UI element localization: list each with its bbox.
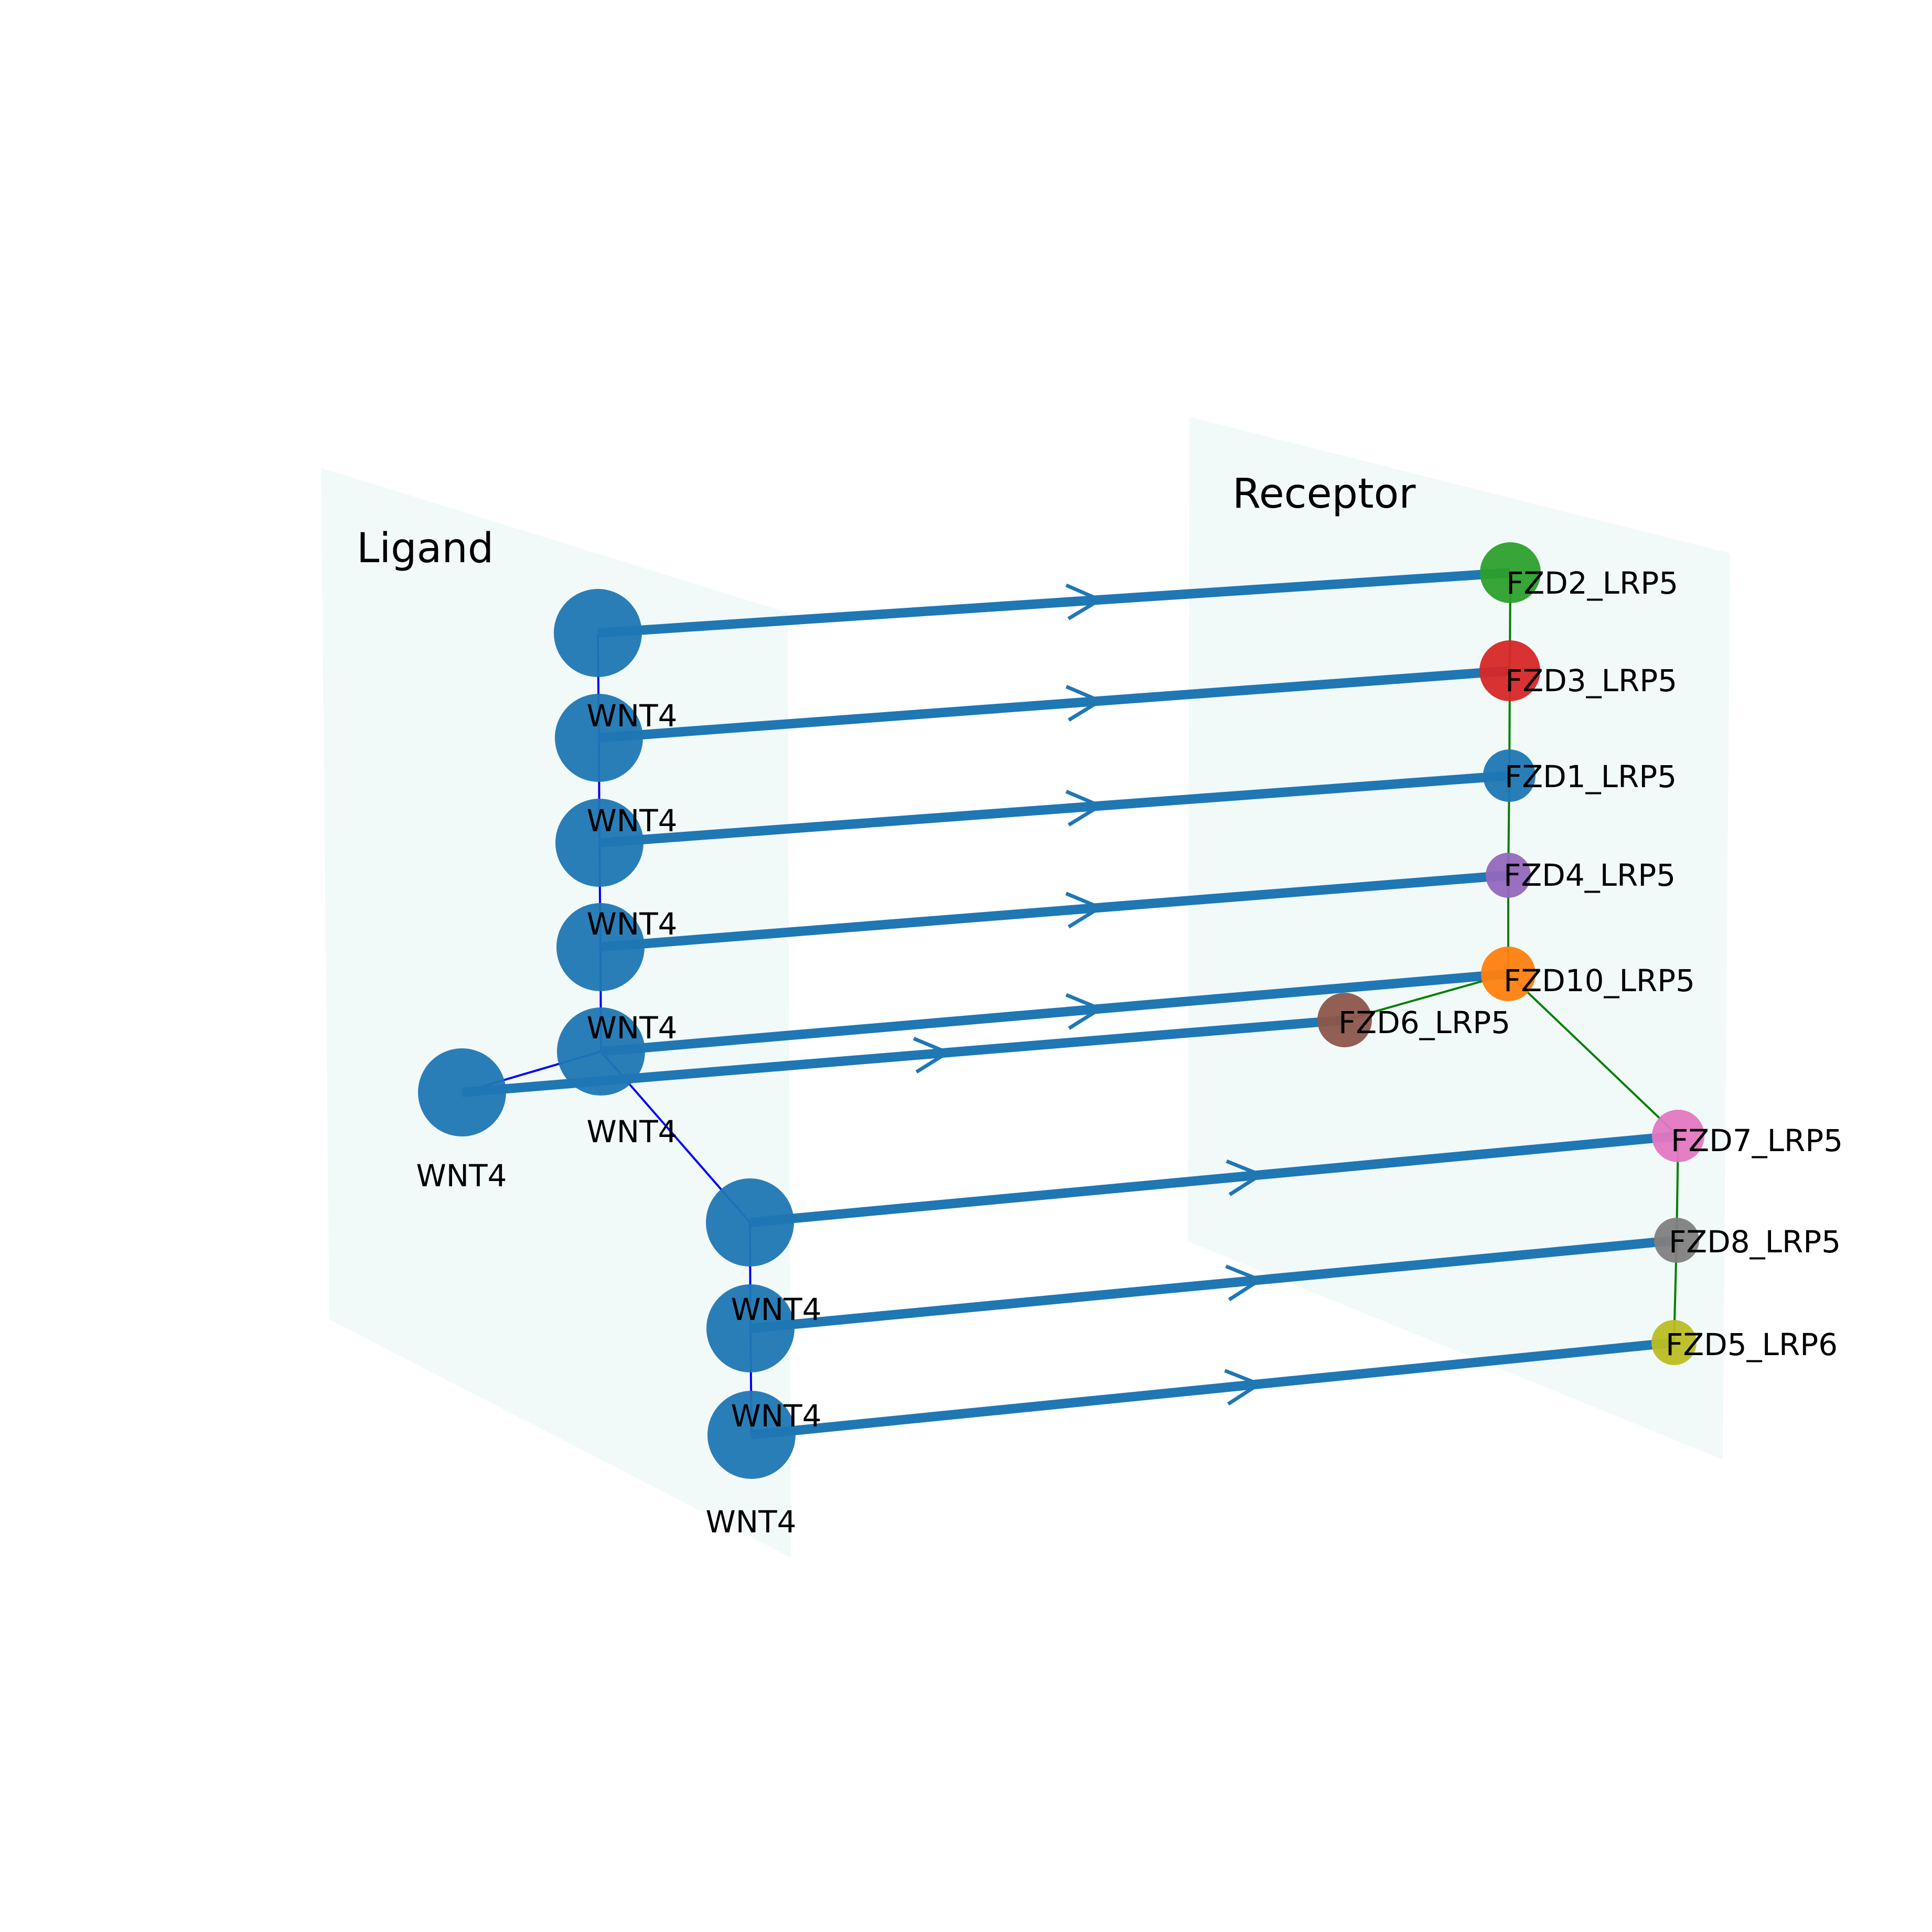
receptor-label: FZD5_LRP6 bbox=[1666, 1327, 1838, 1362]
receptor-plane bbox=[1188, 417, 1730, 1459]
ligand-label: WNT4 bbox=[586, 698, 677, 734]
interaction-edge[interactable] bbox=[751, 1338, 1675, 1440]
receptor-node-r7[interactable] bbox=[1652, 1110, 1704, 1162]
ligand-label: WNT4 bbox=[586, 1010, 677, 1046]
edge-direction-arrow bbox=[1225, 1264, 1264, 1302]
receptor-plane-title: Receptor bbox=[1232, 470, 1416, 518]
ligand-label: WNT4 bbox=[586, 1114, 677, 1150]
edge-direction-arrow bbox=[1065, 583, 1104, 620]
interaction-edge[interactable] bbox=[597, 568, 1511, 638]
interaction-edge[interactable] bbox=[749, 1131, 1679, 1227]
ligand-node-l1[interactable] bbox=[554, 589, 642, 677]
receptor-node-r2[interactable] bbox=[1479, 640, 1540, 701]
receptor-tree-edge bbox=[1344, 973, 1509, 1021]
interaction-edge[interactable] bbox=[598, 666, 1510, 743]
edge-direction-arrow bbox=[1226, 1159, 1265, 1196]
receptor-label: FZD10_LRP5 bbox=[1504, 963, 1695, 999]
edge-direction-arrow bbox=[913, 1037, 952, 1074]
ligand-label: WNT4 bbox=[731, 1398, 821, 1434]
receptor-label: FZD6_LRP5 bbox=[1338, 1005, 1510, 1040]
ligand-node-l6[interactable] bbox=[418, 1048, 506, 1136]
ligand-node-l2[interactable] bbox=[555, 694, 643, 782]
ligand-node-l7[interactable] bbox=[706, 1178, 794, 1266]
receptor-label: FZD3_LRP5 bbox=[1505, 663, 1677, 699]
receptor-label: FZD7_LRP5 bbox=[1671, 1123, 1843, 1158]
receptor-node-r5[interactable] bbox=[1481, 947, 1536, 1001]
edge-direction-arrow bbox=[1065, 993, 1104, 1030]
edge-direction-arrow bbox=[1224, 1369, 1263, 1406]
receptor-label: FZD8_LRP5 bbox=[1669, 1224, 1841, 1260]
edge-direction-arrow bbox=[1065, 685, 1104, 722]
ligand-node-l3[interactable] bbox=[555, 799, 643, 887]
ligand-label: WNT4 bbox=[586, 803, 677, 839]
receptor-node-r4[interactable] bbox=[1486, 853, 1531, 898]
ligand-plane bbox=[321, 468, 791, 1558]
receptor-node-r1[interactable] bbox=[1480, 542, 1541, 603]
receptor-node-r3[interactable] bbox=[1483, 749, 1536, 802]
ligand-plane-title: Ligand bbox=[357, 525, 493, 572]
ligand-node-l9[interactable] bbox=[707, 1391, 796, 1479]
ligand-label: WNT4 bbox=[416, 1158, 507, 1194]
interaction-edge[interactable] bbox=[599, 771, 1510, 847]
interaction-edge[interactable] bbox=[750, 1236, 1677, 1333]
interaction-edge[interactable] bbox=[600, 969, 1509, 1056]
ligand-label: WNT4 bbox=[705, 1504, 796, 1540]
receptor-label: FZD1_LRP5 bbox=[1505, 759, 1677, 795]
ligand-label: WNT4 bbox=[731, 1292, 821, 1327]
interaction-edge[interactable] bbox=[600, 871, 1509, 952]
edge-direction-arrow bbox=[1065, 790, 1104, 827]
receptor-label: FZD4_LRP5 bbox=[1504, 857, 1676, 893]
ligand-label: WNT4 bbox=[586, 906, 677, 942]
receptor-node-r6[interactable] bbox=[1317, 993, 1372, 1047]
receptor-label: FZD2_LRP5 bbox=[1506, 565, 1678, 601]
receptor-node-r9[interactable] bbox=[1651, 1320, 1697, 1365]
ligand-node-l5[interactable] bbox=[557, 1007, 645, 1096]
ligand-node-l4[interactable] bbox=[556, 903, 645, 991]
receptor-node-r8[interactable] bbox=[1654, 1218, 1699, 1263]
ligand-node-l8[interactable] bbox=[706, 1284, 795, 1372]
receptor-tree-edge bbox=[1507, 973, 1679, 1137]
edge-direction-arrow bbox=[1065, 892, 1104, 929]
